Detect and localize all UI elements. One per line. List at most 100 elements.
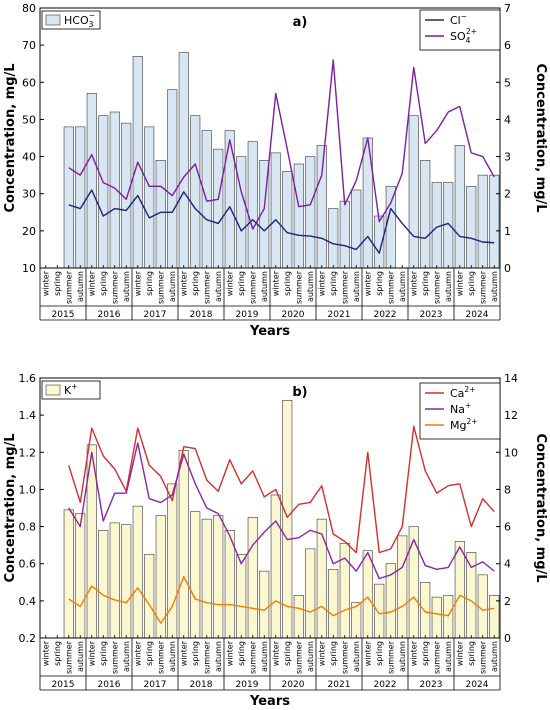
a-bar-15 <box>213 148 224 269</box>
a-legend-label-line-0: Cl− <box>450 12 467 27</box>
b-season-label-3: autumn <box>76 641 85 672</box>
a-bar-39 <box>489 174 500 269</box>
b-bar-34 <box>431 596 442 639</box>
a-season-label-17: spring <box>237 271 246 296</box>
b-bar-8 <box>132 505 143 639</box>
b-bar-11 <box>167 483 178 639</box>
b-x-axis-title: Years <box>249 694 290 709</box>
b-ytick-3: 0.8 <box>19 521 37 534</box>
b-season-label-30: summer <box>386 640 395 674</box>
a-ytick-6: 70 <box>22 39 36 52</box>
a-bar-6 <box>109 111 120 269</box>
a-season-label-18: summer <box>248 270 257 304</box>
a-season-label-12: winter <box>179 270 188 296</box>
b-season-label-38: summer <box>478 640 487 674</box>
b-year-label-8: 2023 <box>420 680 443 690</box>
b-legend-label-line-2: Mg2+ <box>450 417 478 432</box>
a-ytick-7: 80 <box>22 2 36 15</box>
b-season-label-36: winter <box>455 640 464 666</box>
a-season-label-7: autumn <box>122 271 131 302</box>
b-season-label-27: autumn <box>352 641 361 672</box>
a-ytick-3: 40 <box>22 151 36 164</box>
a-season-label-11: autumn <box>168 271 177 302</box>
a-y2tick-1: 1 <box>504 225 511 238</box>
chart-panel-b: 0.2 0.4 0.6 0.8 1.0 1.2 1.4 1.6 0 2 4 6 8 10 12 14 winte… <box>3 372 548 709</box>
b-year-label-2: 2017 <box>144 680 167 690</box>
b-season-label-23: autumn <box>306 641 315 672</box>
a-year-label-4: 2019 <box>236 310 259 320</box>
a-season-label-9: spring <box>145 271 154 296</box>
a-season-label-21: spring <box>283 271 292 296</box>
b-bar-31 <box>397 535 408 639</box>
a-y2tick-2: 2 <box>504 188 511 201</box>
a-bar-3 <box>75 126 86 269</box>
b-bar-16 <box>224 529 235 639</box>
a-season-label-25: spring <box>329 271 338 296</box>
b-season-label-28: winter <box>363 640 372 666</box>
b-year-label-7: 2022 <box>374 680 397 690</box>
a-y2tick-7: 7 <box>504 2 511 15</box>
b-ytick-5: 1.2 <box>19 446 37 459</box>
a-bar-17 <box>236 156 247 269</box>
b-bar-14 <box>201 518 212 639</box>
a-y2-axis-title: Concentration, mg/L <box>533 63 548 212</box>
b-y2-axis-title: Concentration, mg/L <box>533 433 548 582</box>
a-ytick-5: 60 <box>22 76 36 89</box>
b-bar-21 <box>282 399 293 639</box>
b-bar-15 <box>213 515 224 639</box>
a-season-label-27: autumn <box>352 271 361 302</box>
b-line-2 <box>68 576 495 624</box>
a-bar-37 <box>466 185 477 269</box>
a-year-label-2: 2017 <box>144 310 167 320</box>
b-legend-label-line-0: Ca2+ <box>450 385 475 400</box>
a-legend-label-bar: HCO3− <box>64 11 95 29</box>
b-season-label-16: winter <box>225 640 234 666</box>
b-y2tick-4: 8 <box>504 483 511 496</box>
a-bar-33 <box>420 159 431 269</box>
a-season-label-13: spring <box>191 271 200 296</box>
b-bar-36 <box>454 541 465 639</box>
a-season-label-22: summer <box>294 270 303 304</box>
b-bar-17 <box>236 554 247 639</box>
a-season-label-38: summer <box>478 270 487 304</box>
b-season-label-31: autumn <box>398 641 407 672</box>
b-season-label-24: winter <box>317 640 326 666</box>
b-season-label-35: autumn <box>444 641 453 672</box>
a-bar-20 <box>270 152 281 269</box>
b-year-label-5: 2020 <box>282 680 305 690</box>
a-season-label-14: summer <box>202 270 211 304</box>
b-bar-20 <box>270 494 281 639</box>
a-season-label-1: spring <box>53 271 62 296</box>
a-bar-22 <box>293 163 304 269</box>
a-bar-36 <box>454 145 465 269</box>
a-season-label-28: winter <box>363 270 372 296</box>
b-line-1 <box>68 442 495 580</box>
a-y-axis-title: Concentration, mg/L <box>3 63 18 212</box>
a-ytick-1: 20 <box>22 225 36 238</box>
b-season-label-18: summer <box>248 640 257 674</box>
a-bar-32 <box>408 115 419 269</box>
b-season-label-14: summer <box>202 640 211 674</box>
b-season-label-17: spring <box>237 641 246 666</box>
a-year-label-7: 2022 <box>374 310 397 320</box>
b-year-label-3: 2018 <box>190 680 213 690</box>
b-y2tick-7: 14 <box>504 372 518 385</box>
a-year-label-6: 2021 <box>328 310 351 320</box>
b-bar-19 <box>259 570 270 639</box>
a-y2tick-6: 6 <box>504 39 511 52</box>
b-bar-9 <box>144 554 155 639</box>
b-ytick-6: 1.4 <box>19 409 37 422</box>
b-line-0 <box>68 425 495 554</box>
a-panel-title: a) <box>293 15 308 30</box>
a-legend-swatch-bar <box>45 14 61 26</box>
a-season-label-2: summer <box>64 270 73 304</box>
a-bar-11 <box>167 89 178 269</box>
b-season-label-26: summer <box>340 640 349 674</box>
b-bar-10 <box>155 515 166 639</box>
a-year-label-8: 2023 <box>420 310 443 320</box>
b-season-label-12: winter <box>179 640 188 666</box>
b-year-label-6: 2021 <box>328 680 351 690</box>
a-year-label-3: 2018 <box>190 310 213 320</box>
a-season-label-10: summer <box>156 270 165 304</box>
